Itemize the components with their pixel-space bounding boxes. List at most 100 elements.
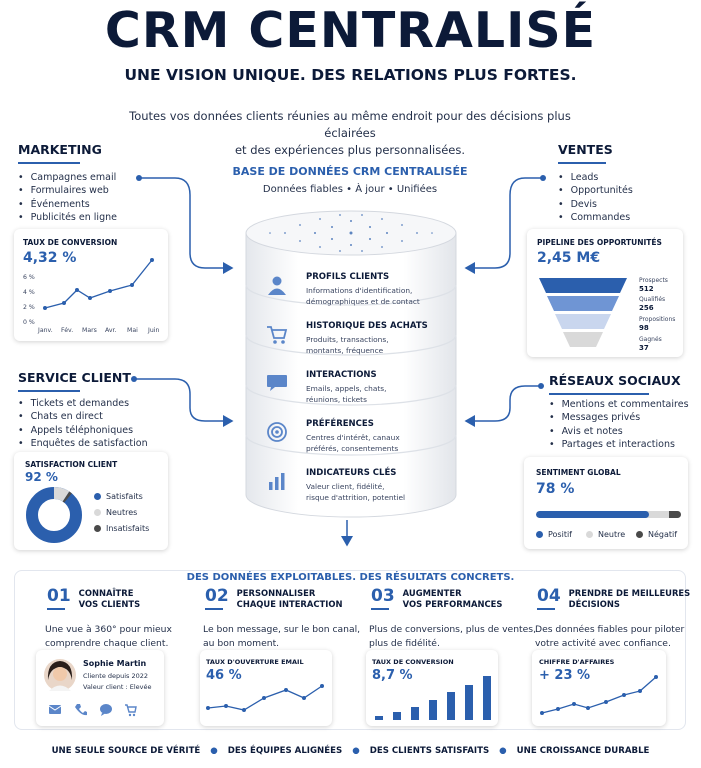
- list-item: Chats en direct: [18, 410, 148, 423]
- list-item: Avis et notes: [549, 425, 689, 438]
- list-item: Leads: [558, 171, 633, 184]
- col-underline: [205, 608, 223, 610]
- mail-icon: [48, 705, 62, 714]
- stage-label: Gagnés: [639, 336, 662, 343]
- revenue-card: CHIFFRE D'AFFAIRES + 23 %: [532, 650, 666, 726]
- profile-card: Sophie Martin Cliente depuis 2022 Valeur…: [36, 650, 164, 726]
- db-row-profils: PROFILS CLIENTS Informations d'identific…: [266, 272, 461, 307]
- marketing-underline: [18, 162, 80, 164]
- stage-value: 256: [639, 304, 654, 312]
- legend-satisfaits: Satisfaits: [94, 492, 143, 501]
- row-title: PROFILS CLIENTS: [306, 272, 390, 282]
- funnel-stage: Prospects 512: [639, 277, 668, 293]
- row-desc: Emails, appels, chats, réunions, tickets: [306, 383, 461, 405]
- pipeline-card: PIPELINE DES OPPORTUNITÉS 2,45 M€ Prospe…: [527, 229, 683, 357]
- user-icon: [268, 276, 286, 295]
- list-item: Opportunités: [558, 184, 633, 197]
- row-desc: Informations d'identification, démographi…: [306, 285, 461, 307]
- col-title-line: CONNAÎTRE: [78, 588, 134, 598]
- result-col-4: 04 PRENDRE DE MEILLEURES DÉCISIONS Des do…: [535, 586, 690, 650]
- marketing-title: MARKETING: [18, 142, 102, 157]
- col-desc-line: Des données fiables pour piloter: [535, 624, 685, 635]
- pipeline-funnel: [539, 278, 627, 347]
- col-number: 04: [537, 586, 561, 606]
- reseaux-section: RÉSEAUX SOCIAUX: [549, 373, 681, 395]
- col-desc-line: au bon moment.: [203, 637, 280, 649]
- footer-item: UNE CROISSANCE DURABLE: [516, 746, 650, 756]
- list-item: Partages et interactions: [549, 438, 689, 451]
- row-desc-line: Produits, transactions,: [306, 335, 389, 344]
- legend-label: Neutres: [106, 508, 138, 517]
- row-desc-line: Informations d'identification,: [306, 286, 413, 295]
- col-desc: Des données fiables pour piloter votre ac…: [535, 623, 690, 650]
- col-title-line: VOS CLIENTS: [78, 599, 141, 609]
- conversion-line-chart: [43, 258, 154, 310]
- row-desc-line: Centres d'intérêt, canaux: [306, 433, 400, 442]
- y-tick: 4 %: [23, 289, 35, 296]
- card-title: PIPELINE DES OPPORTUNITÉS: [537, 238, 662, 247]
- row-desc-line: Valeur client, fidélité,: [306, 482, 385, 491]
- footer-item: UNE SEULE SOURCE DE VÉRITÉ: [51, 746, 201, 756]
- row-desc-line: démographiques et de contact: [306, 297, 420, 306]
- x-tick: Mars: [82, 327, 97, 334]
- intro-line-1: Toutes vos données clients réunies au mê…: [129, 109, 571, 140]
- stage-label: Prospects: [639, 277, 668, 284]
- ventes-underline: [558, 162, 606, 164]
- ventes-list: Leads Opportunités Devis Commandes: [558, 171, 633, 225]
- legend-dot: [536, 531, 543, 538]
- list-item: Commandes: [558, 211, 633, 224]
- y-tick: 0 %: [23, 319, 35, 326]
- list-item: Messages privés: [549, 411, 689, 424]
- list-item: Tickets et demandes: [18, 397, 148, 410]
- col-title-line: VOS PERFORMANCES: [402, 599, 503, 609]
- x-tick: Fév.: [61, 327, 74, 334]
- service-underline: [18, 390, 80, 392]
- col-number: 02: [205, 586, 229, 606]
- col-desc-line: Une vue à 360° pour mieux: [45, 624, 172, 635]
- phone-icon: [75, 704, 87, 716]
- list-item: Publicités en ligne: [18, 211, 117, 224]
- conversion-bar-chart: [375, 676, 491, 720]
- col-title-line: PERSONNALISER: [236, 588, 316, 598]
- x-tick: Mai: [127, 327, 138, 334]
- col-desc: Plus de conversions, plus de ventes, plus…: [369, 623, 536, 650]
- satisfaction-card: SATISFACTION CLIENT 92 % Satisfaits Neut…: [14, 452, 168, 550]
- footer-item: DES ÉQUIPES ALIGNÉES: [227, 746, 343, 756]
- list-item: Appels téléphoniques: [18, 424, 148, 437]
- col-desc-line: Plus de conversions, plus de ventes,: [369, 624, 536, 635]
- result-col-1: 01 CONNAÎTRE VOS CLIENTS Une vue à 360° p…: [45, 586, 172, 650]
- col-desc-line: plus de fidélité.: [369, 637, 440, 649]
- result-col-2: 02 PERSONNALISER CHAQUE INTERACTION Le bo…: [203, 586, 360, 650]
- legend-dot: [94, 493, 101, 500]
- row-desc: Valeur client, fidélité, risque d'attriti…: [306, 481, 461, 503]
- database-heading: BASE DE DONNÉES CRM CENTRALISÉE Données …: [232, 165, 468, 195]
- x-tick: Janv.: [38, 327, 53, 334]
- row-title: PRÉFÉRENCES: [306, 419, 374, 429]
- col-title: PERSONNALISER CHAQUE INTERACTION: [237, 588, 343, 610]
- row-desc: Centres d'intérêt, canaux préférés, conse…: [306, 432, 461, 454]
- marketing-section: MARKETING Campagnes email Formulaires we…: [18, 142, 117, 225]
- row-desc-line: risque d'attrition, potentiel: [306, 493, 406, 502]
- intro-line-2: et des expériences plus personnalisées.: [234, 143, 465, 157]
- legend-dot: [636, 531, 643, 538]
- card-value: 2,45 M€: [537, 250, 601, 266]
- col-underline: [47, 608, 65, 610]
- email-open-card: TAUX D'OUVERTURE EMAIL 46 %: [200, 650, 332, 726]
- conversion-bars-card: TAUX DE CONVERSION 8,7 %: [366, 650, 498, 726]
- col-underline: [371, 608, 389, 610]
- y-tick: 2 %: [23, 304, 35, 311]
- footer-separator: ●: [210, 746, 218, 756]
- row-desc-line: montants, fréquence: [306, 346, 384, 355]
- service-title: SERVICE CLIENT: [18, 370, 131, 385]
- db-row-achats: HISTORIQUE DES ACHATS Produits, transact…: [266, 321, 461, 356]
- db-row-preferences: PRÉFÉRENCES Centres d'intérêt, canaux pré…: [266, 419, 461, 454]
- ventes-title: VENTES: [558, 142, 613, 157]
- funnel-stage: Gagnés 37: [639, 336, 662, 352]
- legend-label: Insatisfaits: [106, 524, 150, 533]
- target-icon: [267, 422, 287, 442]
- database-cylinder: [245, 210, 457, 518]
- card-value: 78 %: [536, 481, 575, 497]
- legend-dot: [94, 525, 101, 532]
- sentiment-bar-negative: [669, 511, 681, 518]
- marketing-list: Campagnes email Formulaires web Événemen…: [18, 171, 117, 225]
